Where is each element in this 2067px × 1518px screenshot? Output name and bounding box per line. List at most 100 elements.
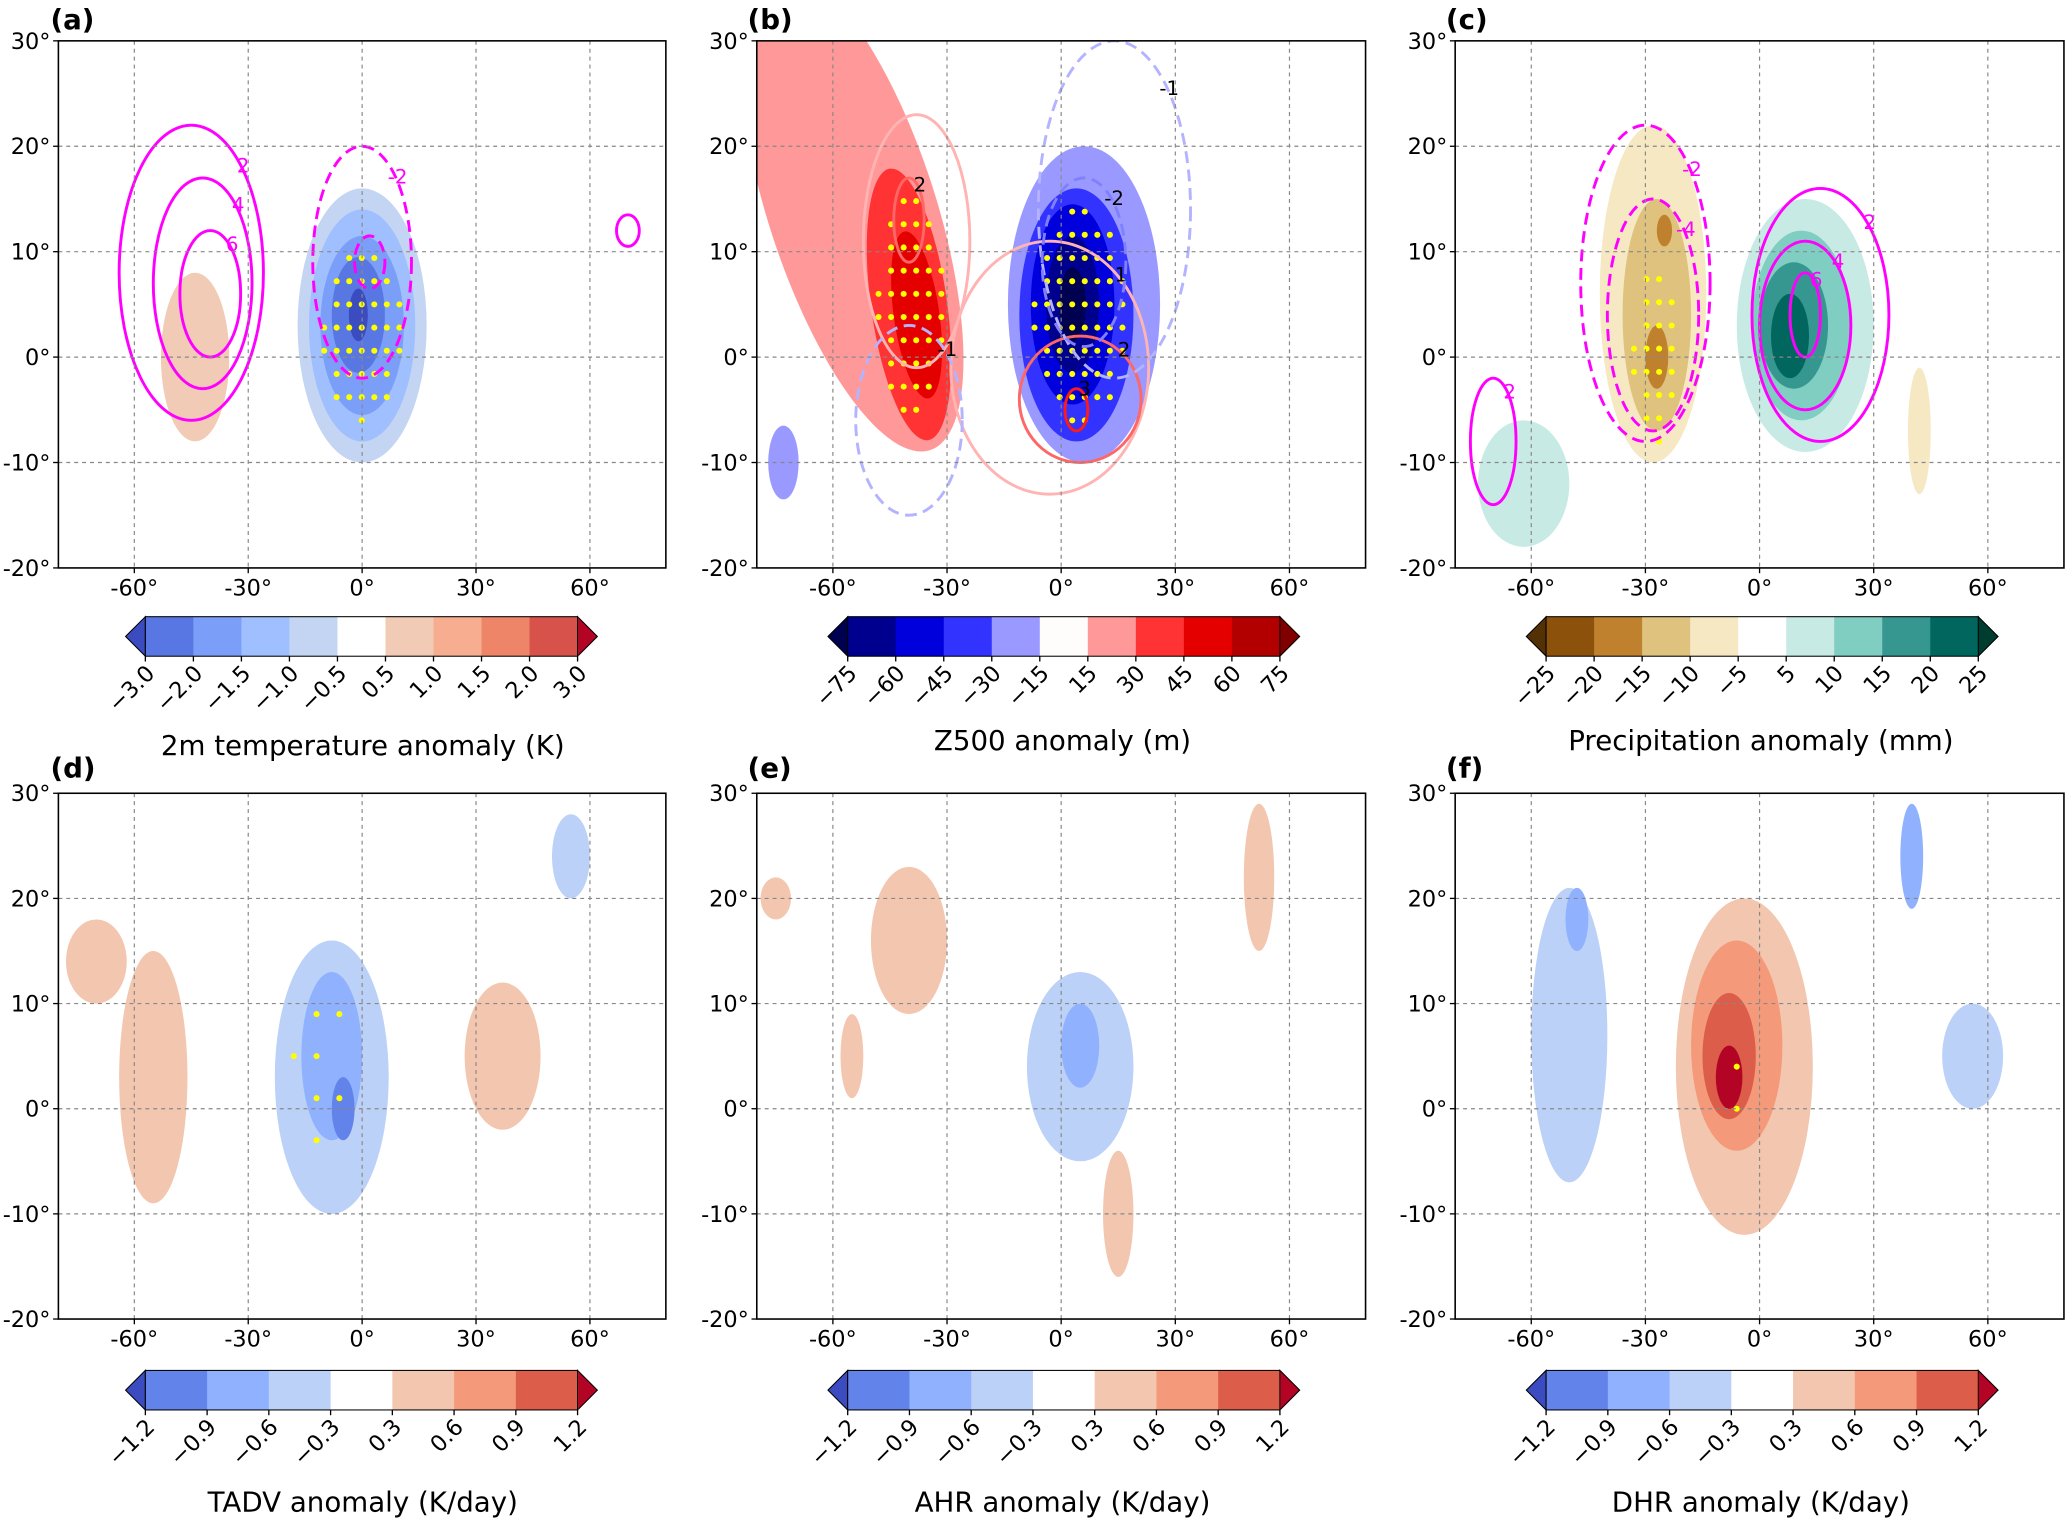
colorbar-tick-label: 3.0	[549, 661, 593, 705]
colorbar-segment	[145, 1370, 208, 1410]
colorbar-tick-label: −15	[1003, 661, 1055, 713]
colorbar-tick-label: −20	[1557, 661, 1609, 713]
stipple-dot	[1643, 299, 1650, 306]
stipple-dot	[333, 347, 340, 354]
stipple-dot	[1056, 254, 1063, 262]
stipple-dot	[1656, 345, 1663, 352]
y-tick-label: -20°	[1399, 556, 1447, 582]
colorbar-tick-label: −0.5	[295, 661, 352, 718]
stipple-dot	[1069, 394, 1076, 401]
map-panel-a: 2 4 6 -2 -60° -30° 0° 30° 60° 30° 20° 10° 0° -10° -20°	[3, 29, 667, 602]
colorbar-tick-label: 10	[1810, 661, 1849, 700]
stipple-dot	[346, 347, 353, 354]
stipple-dot	[1081, 324, 1088, 331]
colorbar-extend-max	[1279, 615, 1301, 658]
colorbar-tick-label: 75	[1256, 661, 1295, 700]
colorbar-segment	[1642, 616, 1691, 657]
stipple-dot	[346, 394, 353, 401]
colorbar-tick-label: −0.6	[929, 1414, 986, 1471]
stipple-dot	[900, 198, 907, 205]
colorbar-segment	[1834, 616, 1883, 657]
stipple-dot	[346, 324, 353, 331]
stipple-dot	[1056, 347, 1063, 354]
x-tick-label: -30°	[224, 576, 272, 602]
stipple-dot	[900, 383, 907, 390]
stipple-dot	[371, 278, 378, 285]
shaded-region	[756, 40, 964, 452]
colorbar-segment	[1669, 1370, 1732, 1410]
stipple-dot	[383, 347, 390, 354]
contour-line	[892, 176, 926, 264]
stipple-dot	[1643, 345, 1650, 352]
y-tick-label: -10°	[701, 450, 749, 476]
colorbar-title-e: AHR anomaly (K/day)	[915, 1485, 1211, 1518]
contour-label: 4	[232, 194, 245, 217]
plot-area: 2 4 6 -2	[117, 123, 641, 463]
stipple-dot	[1044, 347, 1051, 354]
contour-line	[311, 144, 413, 380]
y-tick-label: 10°	[11, 240, 51, 266]
colorbar-tick-label: 0.6	[1826, 1414, 1870, 1458]
x-tick-label: 30°	[456, 576, 496, 602]
y-tick-label: 20°	[1408, 134, 1448, 160]
contour-label: -4	[1676, 218, 1696, 241]
stipple-dot	[1044, 370, 1051, 377]
stipple-dot	[371, 324, 378, 331]
stipple-dot	[1081, 278, 1088, 285]
y-tick-label: -20°	[1399, 1307, 1447, 1333]
colorbar-segment	[1930, 616, 1979, 657]
stipple-dot	[1069, 417, 1076, 424]
stipple-dot	[1044, 254, 1051, 262]
colorbar-tick-label: 15	[1064, 661, 1103, 700]
colorbar-segment	[241, 616, 291, 657]
stipple-dot	[1643, 415, 1650, 422]
colorbar-segment	[1786, 616, 1835, 657]
stipple-dot	[383, 324, 390, 331]
x-tick-label: 0°	[1048, 1327, 1073, 1353]
colorbar-tick-label: −30	[955, 661, 1007, 713]
shaded-region	[870, 866, 948, 1015]
contour-label: -1	[1159, 77, 1179, 100]
stipple-dot	[1668, 299, 1675, 306]
y-tick-label: 0°	[25, 345, 50, 371]
colorbar-frame	[144, 616, 579, 657]
stipple-dot	[1094, 324, 1101, 331]
stipple-dot	[1069, 231, 1076, 238]
contour-line	[1750, 186, 1891, 443]
colorbar-extend-min	[124, 615, 146, 658]
stipple-dot	[371, 301, 378, 308]
colorbar-frame	[144, 1369, 579, 1411]
colorbar-segment	[529, 616, 579, 657]
colorbar-segment	[1546, 1370, 1609, 1410]
colorbar-extend-min	[827, 615, 849, 658]
stipple-dot	[1081, 301, 1088, 308]
stipple-dot	[1668, 368, 1675, 375]
stipple-dot	[371, 254, 378, 262]
stipple-dot	[1031, 324, 1038, 331]
colorbar-tick-label: −10	[1653, 661, 1705, 713]
x-tick-label: 30°	[1155, 576, 1195, 602]
colorbar-segment	[1156, 1370, 1219, 1410]
colorbar-segment	[895, 616, 945, 657]
contour-line	[1063, 387, 1090, 433]
colorbar-segment	[1690, 616, 1739, 657]
stipple-dot	[888, 383, 895, 390]
colorbar-tick-label: 0.3	[364, 1414, 408, 1458]
colorbar-tick-label: −0.9	[165, 1414, 222, 1471]
colorbar-extend-max	[577, 615, 599, 658]
stipple-dot	[1106, 370, 1113, 377]
stipple-dot	[913, 198, 920, 205]
stipple-dot	[1044, 324, 1051, 331]
colorbar-tick-label: −0.6	[227, 1414, 284, 1471]
stipple-dot	[913, 314, 920, 321]
contour-label: 2	[1118, 338, 1131, 361]
colorbar-d: −1.2 −0.9 −0.6 −0.3 0.3 0.6 0.9 1.2	[103, 1369, 599, 1471]
stipple-dot	[1081, 208, 1088, 215]
colorbar-tick-label: −1.2	[103, 1414, 160, 1471]
x-tick-label: -30°	[1622, 1327, 1670, 1353]
stipple-dot	[1643, 276, 1650, 283]
map-panel-e: -60° -30° 0° 30° 60° 30° 20° 10° 0° -10° -20°	[701, 781, 1367, 1353]
colorbar-segment	[991, 616, 1041, 657]
colorbar-segment	[1793, 1370, 1856, 1410]
stipple-dot	[938, 290, 945, 297]
